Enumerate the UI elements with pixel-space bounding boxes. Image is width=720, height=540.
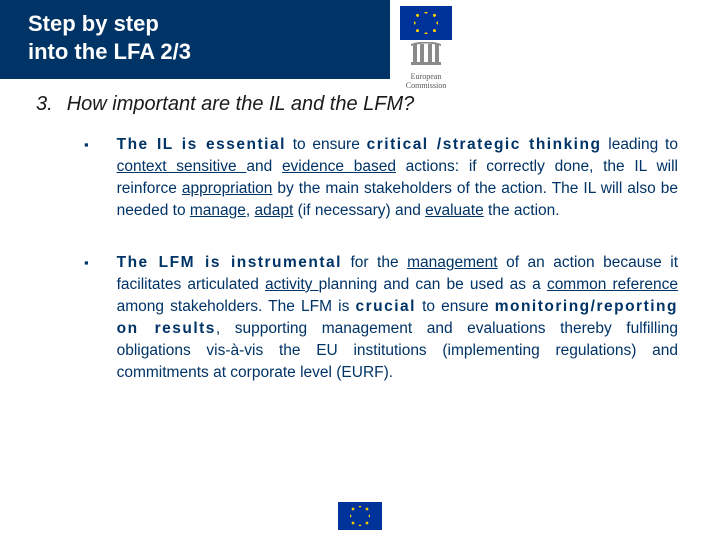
bullet-marker-icon: ▪ xyxy=(84,134,89,222)
eu-flag-icon xyxy=(400,6,452,40)
slide-title: Step by step into the LFA 2/3 xyxy=(28,10,370,65)
list-item: ▪ The IL is essential to ensure critical… xyxy=(84,134,678,222)
title-line-1: Step by step xyxy=(28,11,159,36)
bullet-text: The IL is essential to ensure critical /… xyxy=(117,134,678,222)
bullet-list: ▪ The IL is essential to ensure critical… xyxy=(36,116,682,384)
footer-eu-flag-icon xyxy=(338,502,382,530)
ec-pillars-icon xyxy=(409,42,443,66)
slide-content: 3. How important are the IL and the LFM?… xyxy=(0,79,720,384)
bullet-marker-icon: ▪ xyxy=(84,252,89,384)
slide-header: Step by step into the LFA 2/3 xyxy=(0,0,390,79)
list-item: ▪ The LFM is instrumental for the manage… xyxy=(84,252,678,384)
question-row: 3. How important are the IL and the LFM? xyxy=(36,93,682,116)
title-line-2: into the LFA 2/3 xyxy=(28,39,191,64)
bullet-text: The LFM is instrumental for the manageme… xyxy=(117,252,678,384)
ec-logo: European Commission xyxy=(400,6,452,91)
ec-logo-text: European Commission xyxy=(400,73,452,91)
question-text: How important are the IL and the LFM? xyxy=(67,93,415,116)
question-number: 3. xyxy=(36,93,53,116)
